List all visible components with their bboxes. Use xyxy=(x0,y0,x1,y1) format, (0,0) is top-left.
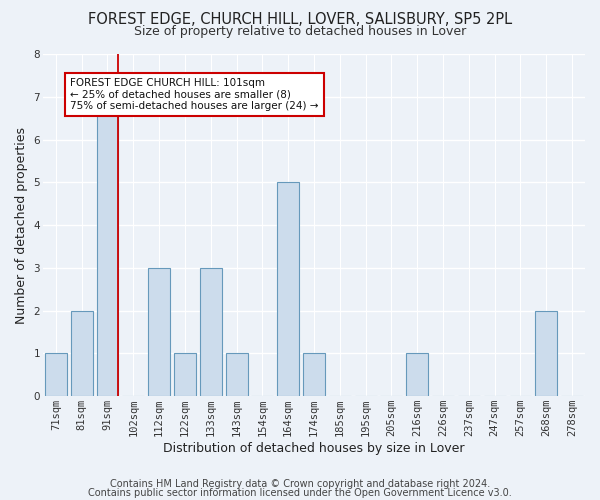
Bar xyxy=(71,310,92,396)
Text: FOREST EDGE CHURCH HILL: 101sqm
← 25% of detached houses are smaller (8)
75% of : FOREST EDGE CHURCH HILL: 101sqm ← 25% of… xyxy=(70,78,319,111)
Bar xyxy=(226,354,248,396)
Text: Contains HM Land Registry data © Crown copyright and database right 2024.: Contains HM Land Registry data © Crown c… xyxy=(110,479,490,489)
Bar xyxy=(303,354,325,396)
Bar xyxy=(174,354,196,396)
Bar xyxy=(148,268,170,396)
Text: FOREST EDGE, CHURCH HILL, LOVER, SALISBURY, SP5 2PL: FOREST EDGE, CHURCH HILL, LOVER, SALISBU… xyxy=(88,12,512,28)
Text: Size of property relative to detached houses in Lover: Size of property relative to detached ho… xyxy=(134,25,466,38)
Bar xyxy=(97,97,118,396)
Bar xyxy=(277,182,299,396)
Bar xyxy=(45,354,67,396)
X-axis label: Distribution of detached houses by size in Lover: Distribution of detached houses by size … xyxy=(163,442,465,455)
Bar xyxy=(406,354,428,396)
Bar xyxy=(200,268,222,396)
Text: Contains public sector information licensed under the Open Government Licence v3: Contains public sector information licen… xyxy=(88,488,512,498)
Bar xyxy=(535,310,557,396)
Y-axis label: Number of detached properties: Number of detached properties xyxy=(15,126,28,324)
